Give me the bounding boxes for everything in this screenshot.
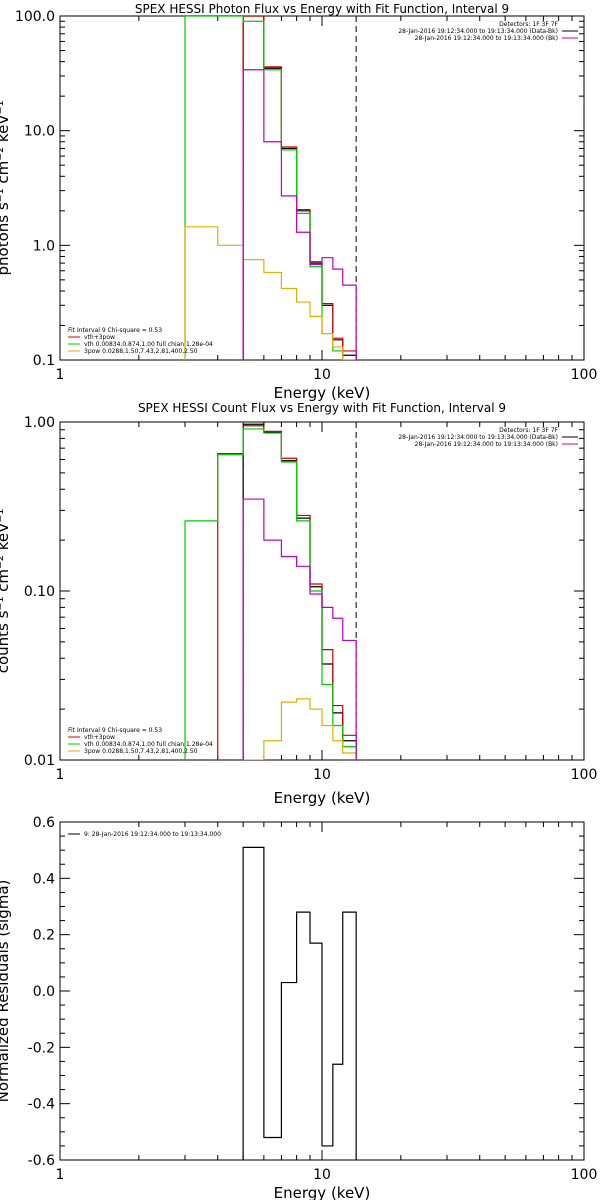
chart-panel-1: SPEX HESSI Photon Flux vs Energy with Fi… [0,2,597,402]
series-line-1 [242,423,357,760]
series-line-3 [184,428,357,760]
y-tick-label: 10.0 [24,124,55,140]
legend-entry: 9: 28-Jan-2016 19:12:34.000 to 19:13:34.… [84,831,221,838]
x-tick-label: 10 [313,767,331,783]
chart-title: SPEX HESSI Count Flux vs Energy with Fit… [138,401,506,415]
x-axis-label: Energy (keV) [274,789,371,807]
legend-entry: vth 0.00834,0.874,1.00 full chian 1.28e-… [84,741,213,748]
plot-area [184,16,357,360]
legend-entry: Fit Interval 9 Chi-square = 0.53 [68,327,162,334]
legend-entry: Detectors: 1F 3F 7F [499,21,558,28]
legend-entry: vth 0.00834,0.874,1.00 full chian 1.28e-… [84,341,213,348]
x-axis-label: Energy (keV) [274,384,371,402]
legend-entry: 28-Jan-2016 19:12:34.000 to 19:13:34.000… [415,35,558,42]
series-line-2 [242,16,357,360]
y-axis-label: photons s⁻¹ cm⁻² keV⁻¹ [0,101,12,276]
y-axis-label: Normalized Residuals (sigma) [0,880,12,1103]
legend-entry: 28-Jan-2016 19:12:34.000 to 19:13:34.000… [415,441,558,448]
plot-area [242,846,357,1160]
legend-entry: 28-Jan-2016 19:12:34.000 to 19:13:34.000… [398,28,558,35]
legend-entry: Fit Interval 9 Chi-square = 0.53 [68,727,162,734]
series-line-4 [184,226,357,360]
legend-entry: 28-Jan-2016 19:12:34.000 to 19:13:34.000… [398,434,558,441]
series-line-2 [217,425,357,760]
y-tick-label: -0.2 [28,1040,55,1056]
x-axis-label: Energy (keV) [274,1184,371,1200]
y-tick-label: 0.4 [33,871,55,887]
legend-entry: vth+3pow [84,334,115,341]
y-tick-label: 1.0 [33,238,55,254]
series-line-4 [243,698,357,760]
chart-panel-3: 1 10 100 0.6 0.4 0.2 0.0 -0.2 -0.4 -0.6 Energy (ke… [0,815,597,1200]
x-tick-label: 1 [56,1167,65,1183]
x-tick-label: 1 [56,367,65,383]
y-tick-label: 1.00 [24,415,55,431]
plot-area [184,422,357,760]
series-line-1 [242,16,357,360]
chart-panel-2: SPEX HESSI Count Flux vs Energy with Fit… [0,401,597,807]
legend-entry: vth+3pow [84,734,115,741]
y-tick-label: 0.01 [24,753,55,769]
series-line-3 [184,16,357,360]
legend-entry: 3pow 0.0288,1.50,7.43,2.81,400,2.50 [84,748,198,755]
y-tick-label: -0.4 [28,1097,55,1113]
series-line-5 [242,69,357,360]
x-tick-label: 1 [56,767,65,783]
x-tick-label: 100 [571,1167,598,1183]
y-tick-label: 0.6 [33,815,55,831]
series-line-5 [242,498,357,760]
x-tick-label: 10 [313,367,331,383]
x-tick-label: 100 [571,367,598,383]
y-tick-label: 0.10 [24,584,55,600]
x-tick-label: 10 [313,1167,331,1183]
legend-entry: 3pow 0.0288,1.50,7.43,2.81,400,2.50 [84,348,198,355]
series-line-1 [242,846,357,1160]
y-tick-label: -0.6 [28,1153,55,1169]
chart-title: SPEX HESSI Photon Flux vs Energy with Fi… [135,2,509,16]
legend-entry: Detectors: 1F 3F 7F [499,427,558,434]
y-axis-label: counts s⁻¹ cm⁻² keV⁻¹ [0,509,12,674]
x-tick-label: 100 [571,767,598,783]
y-tick-label: 0.2 [33,928,55,944]
y-tick-label: 0.1 [33,353,55,369]
y-tick-label: 100.0 [15,9,55,25]
y-tick-label: 0.0 [33,984,55,1000]
